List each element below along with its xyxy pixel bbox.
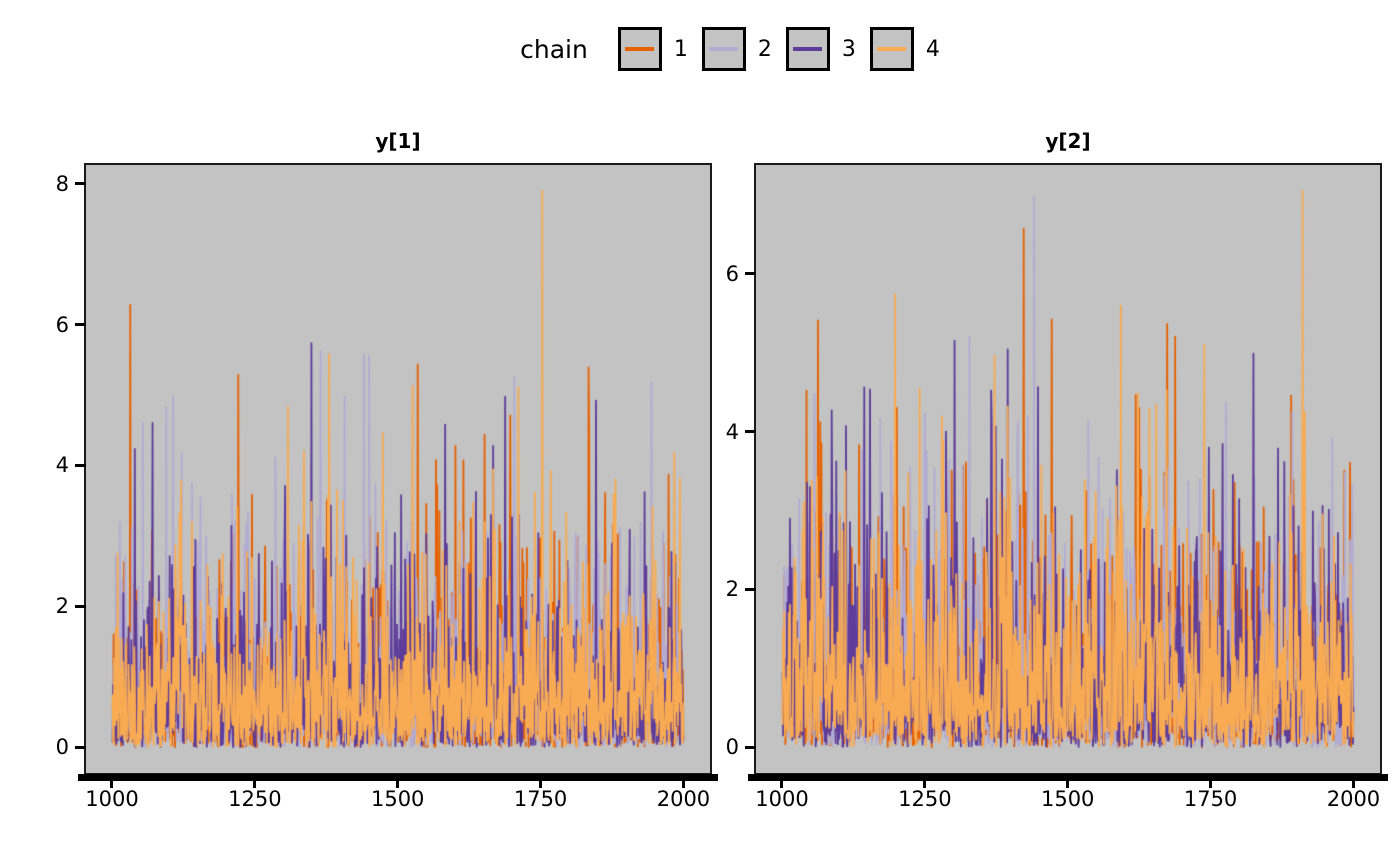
x-axis-line-1 <box>78 774 718 781</box>
x-tick-mark <box>1066 781 1070 788</box>
x-tick-label: 1750 <box>1183 787 1238 811</box>
x-tick-label: 2000 <box>656 787 711 811</box>
legend-key-chain-4 <box>869 27 914 71</box>
trace-canvas-y[2] <box>754 163 1382 775</box>
x-axis-line-2 <box>748 774 1388 781</box>
x-tick-label: 2000 <box>1326 787 1381 811</box>
y-tick-label: 8 <box>55 171 69 196</box>
legend-key-chain-2 <box>701 27 746 71</box>
y-tick-label: 4 <box>725 419 739 444</box>
x-tick-label: 1500 <box>370 787 425 811</box>
x-tick-mark <box>110 781 114 788</box>
x-tick-label: 1500 <box>1040 787 1095 811</box>
chain-legend: chain 1 2 3 4 <box>30 25 1400 73</box>
y-tick-mark <box>75 182 86 186</box>
y-tick-label: 6 <box>55 312 69 337</box>
legend-key-chain-1 <box>617 27 662 71</box>
legend-title: chain <box>520 34 588 64</box>
y-tick-mark <box>75 745 86 749</box>
x-tick-mark <box>923 781 927 788</box>
y-tick-label: 0 <box>55 735 69 760</box>
x-tick-label: 1250 <box>228 787 282 811</box>
legend-entry-label: 3 <box>841 36 856 62</box>
x-tick-mark <box>396 781 400 788</box>
legend-line-icon <box>625 47 655 51</box>
y-tick-mark <box>745 587 756 591</box>
panel-title-y1: y[1] <box>375 129 421 153</box>
x-tick-label: 1750 <box>513 787 568 811</box>
legend-line-icon <box>877 47 907 51</box>
y-tick-label: 0 <box>725 735 739 760</box>
legend-line-icon <box>709 47 739 51</box>
x-tick-mark <box>253 781 257 788</box>
x-tick-label: 1250 <box>898 787 952 811</box>
x-tick-mark <box>1209 781 1213 788</box>
y-tick-label: 2 <box>725 577 739 602</box>
y-tick-mark <box>745 430 756 433</box>
x-tick-mark <box>780 781 784 788</box>
panel-plot-area-1 <box>84 163 712 775</box>
legend-key-chain-3 <box>785 27 830 71</box>
panel-title-y2: y[2] <box>1045 129 1091 153</box>
legend-entry-label: 2 <box>757 36 772 62</box>
x-tick-mark <box>539 781 543 788</box>
y-tick-mark <box>75 604 86 608</box>
legend-entry-label: 1 <box>673 36 688 62</box>
y-tick-mark <box>75 323 86 327</box>
legend-entry-label: 4 <box>925 36 940 62</box>
legend-line-icon <box>793 47 823 51</box>
y-tick-mark <box>745 272 756 276</box>
panel-plot-area-2 <box>754 163 1382 775</box>
trace-canvas-y[1] <box>84 163 712 775</box>
y-tick-mark <box>75 463 86 467</box>
y-tick-mark <box>745 745 756 749</box>
x-tick-label: 1000 <box>85 787 139 811</box>
x-tick-mark <box>681 781 685 788</box>
x-tick-label: 1000 <box>755 787 809 811</box>
y-tick-label: 2 <box>55 594 69 619</box>
y-tick-label: 4 <box>55 453 69 478</box>
x-tick-mark <box>1351 781 1355 788</box>
y-tick-label: 6 <box>725 261 739 286</box>
